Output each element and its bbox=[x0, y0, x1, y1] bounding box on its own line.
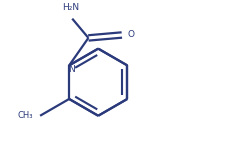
Text: H₂N: H₂N bbox=[62, 3, 79, 12]
Text: N: N bbox=[68, 65, 75, 74]
Text: CH₃: CH₃ bbox=[18, 111, 33, 120]
Text: O: O bbox=[127, 30, 134, 39]
